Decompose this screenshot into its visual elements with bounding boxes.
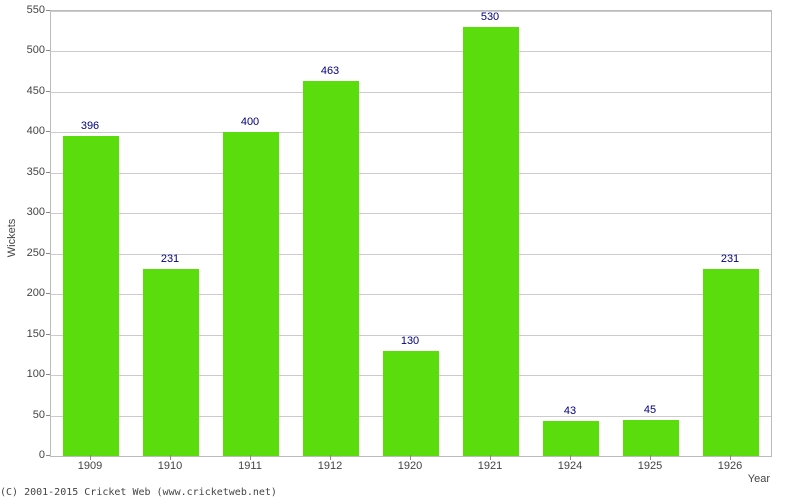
x-tick-mark	[90, 455, 91, 460]
y-tick-label: 400	[27, 125, 45, 137]
x-tick-mark	[490, 455, 491, 460]
gridline	[51, 213, 771, 214]
bar-value-label: 231	[721, 253, 739, 265]
y-tick-mark	[46, 334, 50, 335]
copyright-text: (C) 2001-2015 Cricket Web (www.cricketwe…	[0, 487, 277, 498]
y-tick-mark	[46, 293, 50, 294]
x-axis-title: Year	[748, 473, 770, 485]
x-tick-label: 1926	[718, 460, 742, 472]
x-tick-label: 1910	[158, 460, 182, 472]
y-tick-mark	[46, 253, 50, 254]
bar	[223, 132, 279, 456]
y-tick-mark	[46, 374, 50, 375]
y-tick-mark	[46, 212, 50, 213]
y-tick-mark	[46, 91, 50, 92]
bar-value-label: 463	[321, 65, 339, 77]
gridline	[51, 51, 771, 52]
gridline	[51, 132, 771, 133]
bar-value-label: 530	[481, 11, 499, 23]
x-tick-label: 1911	[238, 460, 262, 472]
y-tick-label: 200	[27, 287, 45, 299]
bar	[143, 269, 199, 456]
x-tick-mark	[570, 455, 571, 460]
y-tick-label: 150	[27, 328, 45, 340]
bar	[543, 421, 599, 456]
y-tick-mark	[46, 10, 50, 11]
chart-container: Wickets Year (C) 2001-2015 Cricket Web (…	[0, 0, 800, 500]
x-tick-label: 1909	[78, 460, 102, 472]
bar	[303, 81, 359, 456]
bar	[703, 269, 759, 456]
y-tick-mark	[46, 415, 50, 416]
plot-area	[50, 10, 772, 457]
y-tick-mark	[46, 131, 50, 132]
gridline	[51, 254, 771, 255]
bar	[383, 351, 439, 456]
bar-value-label: 43	[564, 405, 576, 417]
x-tick-label: 1921	[478, 460, 502, 472]
bar-value-label: 400	[241, 116, 259, 128]
x-tick-mark	[410, 455, 411, 460]
y-tick-label: 500	[27, 44, 45, 56]
x-tick-label: 1912	[318, 460, 342, 472]
x-tick-label: 1924	[558, 460, 582, 472]
y-axis-title: Wickets	[6, 219, 18, 258]
bar	[463, 27, 519, 456]
y-tick-label: 300	[27, 206, 45, 218]
y-tick-label: 250	[27, 247, 45, 259]
y-tick-mark	[46, 455, 50, 456]
y-tick-mark	[46, 50, 50, 51]
x-tick-mark	[650, 455, 651, 460]
x-tick-mark	[250, 455, 251, 460]
y-tick-label: 100	[27, 368, 45, 380]
y-tick-label: 550	[27, 4, 45, 16]
y-tick-label: 50	[33, 409, 45, 421]
bar	[63, 136, 119, 456]
bar-value-label: 45	[644, 404, 656, 416]
gridline	[51, 11, 771, 12]
x-tick-label: 1920	[398, 460, 422, 472]
gridline	[51, 92, 771, 93]
y-tick-label: 450	[27, 85, 45, 97]
y-tick-label: 350	[27, 166, 45, 178]
x-tick-mark	[330, 455, 331, 460]
y-tick-label: 0	[39, 449, 45, 461]
bar-value-label: 396	[81, 120, 99, 132]
x-tick-label: 1925	[638, 460, 662, 472]
bar-value-label: 231	[161, 253, 179, 265]
bar	[623, 420, 679, 456]
gridline	[51, 173, 771, 174]
bar-value-label: 130	[401, 335, 419, 347]
y-tick-mark	[46, 172, 50, 173]
x-tick-mark	[170, 455, 171, 460]
x-tick-mark	[730, 455, 731, 460]
